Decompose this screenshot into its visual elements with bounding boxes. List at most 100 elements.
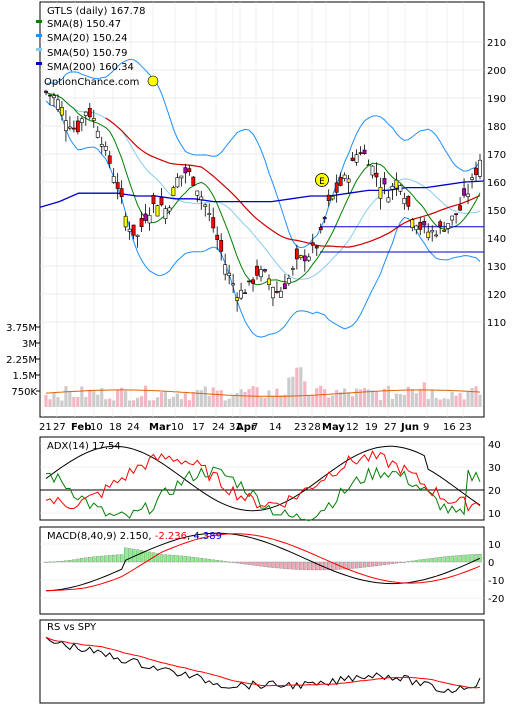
candle-body xyxy=(286,278,291,284)
macd-histogram-bar xyxy=(163,554,168,563)
legend-sma20: SMA(20) 150.24 xyxy=(47,33,128,44)
macd-histogram-bar xyxy=(474,554,478,563)
candle-body xyxy=(382,178,387,185)
volume-bar xyxy=(362,388,367,407)
volume-bar xyxy=(287,377,291,407)
volume-bar xyxy=(116,389,120,407)
sma200-line xyxy=(39,180,485,208)
candle-body xyxy=(374,172,379,178)
candle-body xyxy=(298,255,303,258)
chart-title: GTLS (daily) 167.78 xyxy=(47,6,146,17)
volume-bar xyxy=(386,385,391,407)
macd-histogram-bar xyxy=(48,561,52,563)
macd-histogram-bar xyxy=(92,556,96,563)
candle-body xyxy=(418,221,423,230)
macd-histogram-bar xyxy=(187,556,191,563)
macd-histogram-bar xyxy=(211,559,215,563)
price-tick-label: 190 xyxy=(487,94,506,105)
price-tick-label: 120 xyxy=(487,290,506,301)
volume-bar xyxy=(112,400,116,407)
volume-bar xyxy=(311,395,315,407)
volume-bar xyxy=(323,389,327,407)
volume-tick-label: 2.25M xyxy=(6,355,37,366)
volume-tick-label: 3M xyxy=(22,339,37,350)
candle-body xyxy=(67,126,72,129)
volume-bar xyxy=(211,387,215,407)
candle-body xyxy=(294,248,299,260)
macd-histogram-bar xyxy=(279,561,283,569)
macd-histogram-bar xyxy=(255,561,259,566)
candle-body xyxy=(279,290,283,298)
candle-body xyxy=(306,256,311,261)
x-tick-label: 16 xyxy=(443,422,456,433)
volume-bar xyxy=(374,391,379,407)
candle-body xyxy=(350,157,355,161)
macd-histogram-bar xyxy=(394,561,399,564)
candle-body xyxy=(255,265,259,276)
macd-histogram-bar xyxy=(96,556,100,563)
candle-body xyxy=(366,164,371,166)
volume-bar xyxy=(442,398,446,407)
macd-histogram-bar xyxy=(56,561,60,563)
candle-body xyxy=(119,188,124,197)
macd-histogram-bar xyxy=(458,555,462,563)
x-tick-label: 14 xyxy=(269,422,282,433)
volume-average-line xyxy=(45,389,481,397)
candle-body xyxy=(450,215,455,221)
x-tick-label: 24 xyxy=(127,422,140,433)
macd-histogram-bar xyxy=(295,561,299,570)
macd-histogram-bar xyxy=(88,557,92,563)
macd-histogram-bar xyxy=(239,561,243,564)
macd-histogram-bar xyxy=(299,561,303,570)
candle-body xyxy=(438,221,443,227)
volume-bar xyxy=(382,388,387,407)
sma8-line xyxy=(45,92,481,286)
candle-body xyxy=(470,177,474,180)
bollinger-upper xyxy=(45,58,481,249)
volume-bar xyxy=(143,385,148,407)
macd-histogram-bar xyxy=(263,561,267,567)
x-tick-label: 23 xyxy=(294,422,307,433)
volume-bar xyxy=(92,391,96,407)
volume-bar xyxy=(402,394,406,407)
candle-body xyxy=(478,159,482,177)
candle-body xyxy=(215,234,220,240)
volume-bar xyxy=(414,393,418,407)
candle-body xyxy=(163,208,168,220)
volume-bar xyxy=(76,397,80,407)
macd-histogram-bar xyxy=(307,561,311,571)
candle-body xyxy=(466,193,470,197)
macd-histogram-bar xyxy=(175,555,180,563)
macd-tick-label: 10 xyxy=(488,540,501,551)
volume-bar xyxy=(60,400,64,407)
candle-body xyxy=(474,167,478,176)
volume-bar xyxy=(478,394,482,407)
macd-histogram-bar xyxy=(335,561,339,570)
candle-body xyxy=(422,220,427,226)
candle-body xyxy=(282,283,287,290)
candle-body xyxy=(402,198,407,205)
macd-histogram-bar xyxy=(68,560,72,563)
volume-bar xyxy=(347,392,351,407)
macd-histogram-bar xyxy=(199,557,203,563)
volume-bar xyxy=(175,393,179,407)
volume-bar xyxy=(52,392,56,407)
macd-histogram-bar xyxy=(406,561,410,563)
candle-body xyxy=(386,197,391,203)
candle-body xyxy=(143,213,148,221)
macd-histogram-bar xyxy=(462,554,466,563)
volume-bar xyxy=(319,385,323,407)
macd-histogram-bar xyxy=(382,561,387,566)
candle-body xyxy=(199,196,204,200)
adx-tick-label: 20 xyxy=(488,486,501,497)
volume-bar xyxy=(124,390,128,407)
candle-body xyxy=(346,178,351,183)
candle-body xyxy=(139,218,144,227)
candle-body xyxy=(310,242,315,246)
macd-histogram-bar xyxy=(112,554,116,563)
volume-bar xyxy=(84,397,88,407)
candle-body xyxy=(183,167,188,174)
volume-bar xyxy=(279,395,283,407)
volume-bar xyxy=(438,399,442,407)
